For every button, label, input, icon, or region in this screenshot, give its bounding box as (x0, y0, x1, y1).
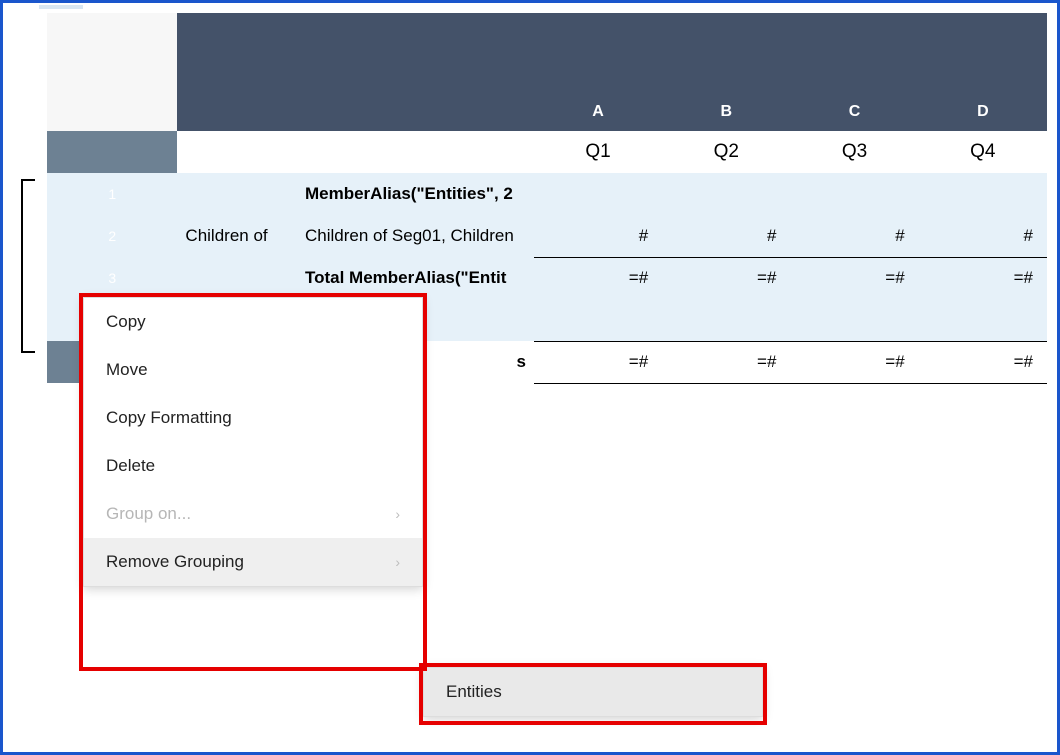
cell-blank[interactable] (177, 131, 297, 173)
cell-val[interactable]: =# (534, 257, 662, 299)
col-header-A[interactable]: A (534, 13, 662, 131)
header-blank-1[interactable] (177, 13, 297, 131)
submenu-entities-label: Entities (446, 682, 502, 701)
cell-val[interactable]: =# (662, 341, 790, 383)
cell-val[interactable]: # (790, 215, 918, 257)
chevron-right-icon: › (395, 554, 400, 570)
cell-val[interactable]: # (662, 215, 790, 257)
ctx-copy-label: Copy (106, 312, 146, 332)
cell-children-seg[interactable]: Children of Seg01, Children (297, 215, 534, 257)
cell-val[interactable]: =# (919, 257, 1047, 299)
table-row: 1 MemberAlias("Entities", 2 (47, 173, 1047, 215)
row-num-3[interactable]: 3 (47, 257, 177, 299)
cell[interactable] (177, 173, 297, 215)
ctx-copy[interactable]: Copy (84, 298, 422, 346)
ctx-copy-formatting-label: Copy Formatting (106, 408, 232, 428)
quarter-q3[interactable]: Q3 (790, 131, 918, 173)
table-row: 3 Total MemberAlias("Entit =# =# =# =# (47, 257, 1047, 299)
cell-member-alias[interactable]: MemberAlias("Entities", 2 (297, 173, 534, 215)
cell-blank[interactable] (297, 131, 534, 173)
tab-strip (3, 3, 1057, 11)
cell[interactable] (919, 173, 1047, 215)
cell[interactable] (177, 257, 297, 299)
cell-total-member[interactable]: Total MemberAlias("Entit (297, 257, 534, 299)
quarter-q1[interactable]: Q1 (534, 131, 662, 173)
chevron-right-icon: › (395, 506, 400, 522)
table-row: 2 Children of Children of Seg01, Childre… (47, 215, 1047, 257)
cell[interactable] (662, 299, 790, 341)
cell[interactable] (534, 173, 662, 215)
cell-val[interactable]: =# (790, 257, 918, 299)
row-num-2[interactable]: 2 (47, 215, 177, 257)
quarter-q4[interactable]: Q4 (919, 131, 1047, 173)
quarter-row: Q1 Q2 Q3 Q4 (47, 131, 1047, 173)
cell-val[interactable]: =# (534, 341, 662, 383)
ctx-copy-formatting[interactable]: Copy Formatting (84, 394, 422, 442)
row-num-1[interactable]: 1 (47, 173, 177, 215)
cell-val[interactable]: =# (919, 341, 1047, 383)
cell[interactable] (790, 173, 918, 215)
cell[interactable] (662, 173, 790, 215)
ctx-remove-grouping-label: Remove Grouping (106, 552, 244, 572)
submenu-entities[interactable]: Entities (424, 668, 762, 716)
header-blank-2[interactable] (297, 13, 534, 131)
cell-val[interactable]: =# (790, 341, 918, 383)
ctx-group-on-label: Group on... (106, 504, 191, 524)
row-header-quarter[interactable] (47, 131, 177, 173)
corner-cell (47, 13, 177, 131)
context-menu: Copy Move Copy Formatting Delete Group o… (83, 297, 423, 587)
ctx-move[interactable]: Move (84, 346, 422, 394)
viewport: A B C D Q1 Q2 Q3 Q4 1 MemberAlias("Entit… (0, 0, 1060, 755)
group-bracket (21, 179, 35, 353)
cell-val[interactable]: # (534, 215, 662, 257)
ctx-remove-grouping[interactable]: Remove Grouping › (84, 538, 422, 586)
cell-val[interactable]: # (919, 215, 1047, 257)
col-header-B[interactable]: B (662, 13, 790, 131)
ctx-delete[interactable]: Delete (84, 442, 422, 490)
column-header-row: A B C D (47, 13, 1047, 131)
col-header-C[interactable]: C (790, 13, 918, 131)
cell[interactable] (919, 299, 1047, 341)
ctx-group-on: Group on... › (84, 490, 422, 538)
cell-children-of[interactable]: Children of (177, 215, 297, 257)
quarter-q2[interactable]: Q2 (662, 131, 790, 173)
cell[interactable] (534, 299, 662, 341)
ctx-move-label: Move (106, 360, 148, 380)
cell-val[interactable]: =# (662, 257, 790, 299)
context-submenu: Entities (423, 667, 763, 717)
ctx-delete-label: Delete (106, 456, 155, 476)
cell[interactable] (790, 299, 918, 341)
tab-indicator (39, 5, 83, 9)
col-header-D[interactable]: D (919, 13, 1047, 131)
